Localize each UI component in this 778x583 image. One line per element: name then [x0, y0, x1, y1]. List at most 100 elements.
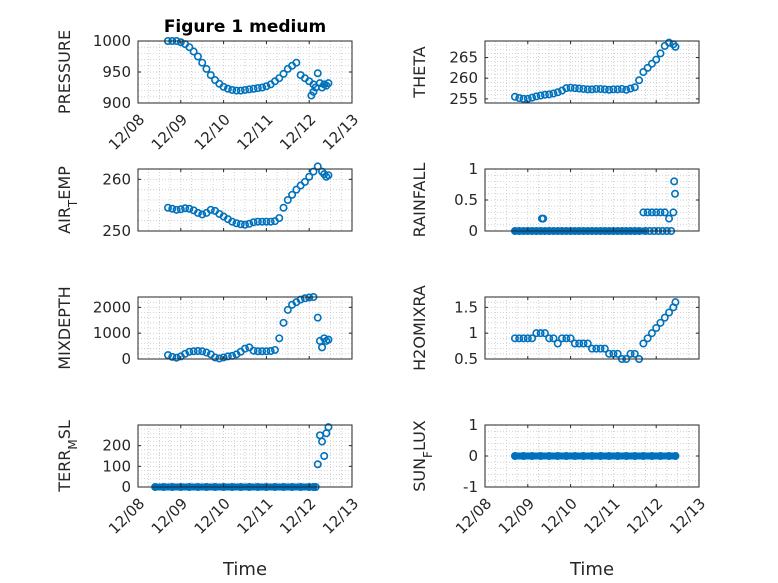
data-point	[266, 346, 275, 355]
data-point	[639, 208, 648, 217]
data-point	[549, 334, 558, 343]
data-point	[545, 334, 554, 343]
x-tick-label: 12/11	[233, 495, 276, 538]
data-point	[241, 344, 250, 353]
data-point	[643, 208, 652, 217]
data-point	[249, 346, 258, 355]
y-tick-label: 1000	[93, 32, 131, 50]
data-point	[219, 82, 228, 91]
data-point	[236, 86, 245, 95]
y-tick-label: 0.5	[454, 191, 478, 209]
data-point	[279, 203, 288, 212]
axes-box	[484, 296, 700, 360]
y-tick-label: 1	[468, 324, 478, 342]
data-point	[579, 339, 588, 348]
data-point	[652, 208, 661, 217]
y-axis-label: MIXDEPTH	[55, 286, 74, 369]
data-point	[300, 294, 309, 303]
data-point	[315, 79, 324, 88]
x-tick-label: 12/11	[233, 111, 276, 154]
data-point	[660, 313, 669, 322]
x-tick-label: 12/11	[580, 495, 623, 538]
data-point	[176, 38, 185, 47]
data-point	[613, 349, 622, 358]
data-point	[647, 329, 656, 338]
data-point	[536, 91, 545, 100]
data-point	[528, 334, 537, 343]
x-tick-label: 12/10	[538, 495, 581, 538]
data-point	[671, 42, 680, 51]
data-point	[562, 334, 571, 343]
data-point	[189, 47, 198, 56]
data-point	[181, 204, 190, 213]
data-point	[566, 334, 575, 343]
data-point	[587, 344, 596, 353]
data-point	[652, 323, 661, 332]
data-point	[609, 85, 618, 94]
data-point	[656, 208, 665, 217]
data-point	[262, 347, 271, 356]
data-point	[245, 85, 254, 94]
data-point	[206, 205, 215, 214]
data-point	[185, 204, 194, 213]
y-tick-label: 260	[102, 170, 131, 188]
data-point	[219, 353, 228, 362]
data-point	[600, 344, 609, 353]
y-tick-label: 265	[449, 49, 478, 67]
y-axis-label: PRESSURE	[55, 30, 74, 114]
subplot-air-temp: 250 260 AIRTEMP	[55, 162, 353, 240]
data-point	[193, 208, 202, 217]
data-point	[258, 347, 267, 356]
x-tick-label: 12/08	[452, 495, 495, 538]
subplot-sun-flux: -1 0 1 12/08 12/09 12/10 12/11 12/12 12/13 SUNFLU…	[410, 416, 709, 580]
y-tick-label: 1000	[93, 324, 131, 342]
data-point	[163, 203, 172, 212]
data-point	[223, 84, 232, 93]
y-tick-label: 950	[102, 63, 131, 81]
data-point	[536, 329, 545, 338]
data-point	[639, 68, 648, 77]
x-tick-label: 12/08	[105, 495, 148, 538]
data-point	[258, 217, 267, 226]
data-point	[305, 293, 314, 302]
data-point	[279, 318, 288, 327]
data-point	[236, 220, 245, 229]
data-point	[198, 347, 207, 356]
data-point	[617, 84, 626, 93]
y-tick-label: -1	[463, 478, 478, 496]
grid	[484, 296, 700, 360]
data-point	[262, 82, 271, 91]
data-point	[562, 84, 571, 93]
y-tick-label: 250	[102, 222, 131, 240]
data-point	[510, 92, 519, 101]
data-point	[656, 49, 665, 58]
x-tick-label: 12/12	[276, 111, 319, 154]
axes-box	[137, 168, 353, 232]
data-point	[579, 84, 588, 93]
data-point	[656, 318, 665, 327]
data-point	[583, 85, 592, 94]
series-markers	[163, 36, 333, 100]
data-point	[532, 329, 541, 338]
series-markers	[163, 162, 333, 229]
data-point	[630, 349, 639, 358]
data-point	[185, 347, 194, 356]
x-tick-label: 12/13	[319, 495, 362, 538]
data-point	[313, 162, 322, 171]
data-point	[228, 217, 237, 226]
data-point	[549, 89, 558, 98]
data-point	[189, 347, 198, 356]
data-point	[253, 84, 262, 93]
y-axis-label: H2OMIXRA	[410, 285, 429, 371]
data-point	[320, 451, 329, 460]
data-point	[168, 352, 177, 361]
data-point	[523, 334, 532, 343]
data-point	[163, 351, 172, 360]
x-tick-label: 12/10	[191, 495, 234, 538]
data-point	[275, 74, 284, 83]
series-markers	[163, 292, 333, 363]
data-point	[185, 43, 194, 52]
y-tick-label: 200	[102, 437, 131, 455]
data-point	[575, 84, 584, 93]
